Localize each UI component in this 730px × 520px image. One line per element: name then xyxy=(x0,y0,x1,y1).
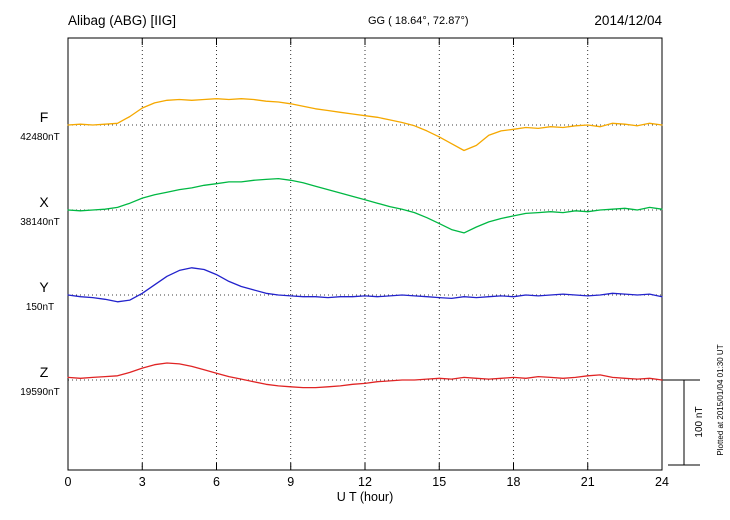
trace-X xyxy=(67,177,663,234)
series-baseline-x: 38140nT xyxy=(20,217,59,228)
series-baseline-y: 150nT xyxy=(26,302,54,313)
x-tick-label: 0 xyxy=(65,475,72,489)
series-label-x: X xyxy=(39,194,49,210)
scale-bar-label: 100 nT xyxy=(694,406,705,437)
x-tick-label: 21 xyxy=(581,475,595,489)
axes: 0 3 6 9 12 15 18 21 24 xyxy=(65,37,700,489)
x-tick-label: 18 xyxy=(507,475,521,489)
x-tick-label: 15 xyxy=(432,475,446,489)
x-tick-label: 9 xyxy=(287,475,294,489)
geographic-coords: GG ( 18.64°, 72.87°) xyxy=(368,15,469,27)
series-label-f: F xyxy=(40,109,49,125)
date-label: 2014/12/04 xyxy=(594,13,662,28)
trace-F xyxy=(67,98,663,152)
x-tick-label: 24 xyxy=(655,475,669,489)
x-tick-label: 6 xyxy=(213,475,220,489)
series-label-z: Z xyxy=(40,364,49,380)
x-tick-label: 12 xyxy=(358,475,372,489)
trace-Y xyxy=(67,267,663,303)
traces xyxy=(67,98,663,389)
station-title: Alibag (ABG) [IIG] xyxy=(68,13,176,28)
trace-Z xyxy=(67,362,663,389)
plotted-at-note: Plotted at 2015/01/04 01:30 UT xyxy=(716,344,725,455)
x-axis-label: U T (hour) xyxy=(337,490,394,504)
x-tick-label: 3 xyxy=(139,475,146,489)
series-baseline-f: 42480nT xyxy=(20,132,59,143)
series-label-y: Y xyxy=(39,279,49,295)
series-baseline-z: 19590nT xyxy=(20,387,59,398)
